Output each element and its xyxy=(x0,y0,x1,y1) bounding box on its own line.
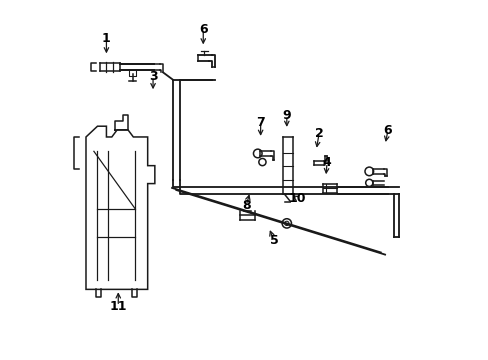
Text: 9: 9 xyxy=(282,109,290,122)
Text: 10: 10 xyxy=(288,192,305,205)
Text: 11: 11 xyxy=(109,300,127,313)
Text: 6: 6 xyxy=(199,23,207,36)
Text: 2: 2 xyxy=(314,127,323,140)
Text: 7: 7 xyxy=(256,116,264,129)
Text: 6: 6 xyxy=(383,124,391,137)
Text: 3: 3 xyxy=(148,69,157,82)
Text: 8: 8 xyxy=(242,199,250,212)
Text: 1: 1 xyxy=(102,32,111,45)
Text: 5: 5 xyxy=(269,234,278,247)
Text: 4: 4 xyxy=(322,156,331,169)
